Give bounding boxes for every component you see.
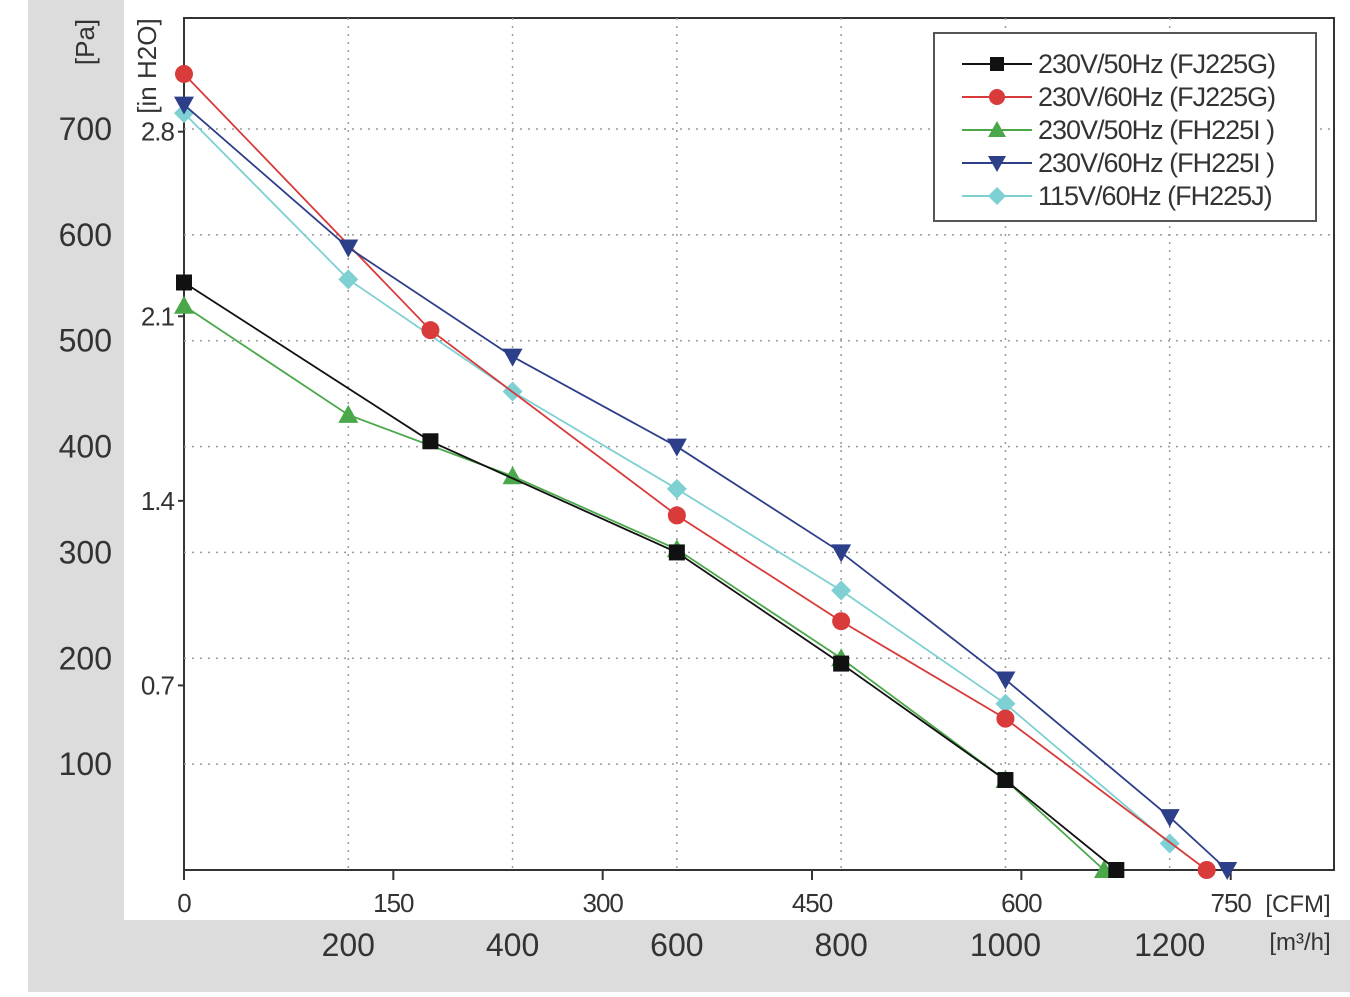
series-line [183, 103, 1228, 871]
series-point [422, 433, 439, 450]
legend-label: 230V/60Hz (FH225I ) [1038, 148, 1274, 178]
series-point [668, 544, 685, 561]
legend-marker [988, 156, 1006, 172]
legend-marker [988, 187, 1006, 205]
series-point [666, 478, 687, 499]
legend: 230V/50Hz (FJ225G)230V/60Hz (FJ225G)230V… [933, 32, 1317, 222]
y-tick-label-pa: 600 [59, 217, 112, 253]
y-axis-unit-pa: [Pa] [70, 19, 100, 65]
y-tick-label-pa: 700 [59, 111, 112, 147]
x-tick-label-cfm: 450 [792, 888, 833, 918]
legend-item: 230V/60Hz (FJ225G) [962, 82, 1276, 112]
series-2 [175, 64, 1216, 879]
y-tick-label-inh2o: 1.4 [141, 486, 175, 516]
legend-item: 115V/60Hz (FH225J) [962, 181, 1273, 211]
legend-item: 230V/50Hz (FH225I ) [962, 115, 1275, 145]
legend-label: 230V/50Hz (FJ225G) [1038, 49, 1275, 79]
series-4 [174, 96, 1238, 880]
legend-marker [988, 121, 1006, 137]
x-tick-label-m3h: 600 [650, 927, 703, 963]
x-tick-label-cfm: 150 [373, 888, 414, 918]
y-tick-label-inh2o: 2.8 [141, 117, 175, 147]
series-point [996, 709, 1015, 728]
y-tick-label-inh2o: 2.1 [141, 301, 175, 331]
series-layer [174, 64, 1238, 880]
series-point [1197, 861, 1216, 879]
y-tick-label-inh2o: 0.7 [141, 670, 175, 700]
series-point [667, 506, 686, 525]
legend-label: 115V/60Hz (FH225J) [1038, 181, 1272, 211]
x-tick-label-m3h: 400 [486, 927, 539, 963]
series-point [174, 96, 194, 115]
series-point [174, 295, 194, 314]
legend-item: 230V/50Hz (FJ225G) [962, 49, 1276, 79]
series-point [338, 269, 359, 290]
series-point [338, 404, 359, 423]
x-tick-label-m3h: 1200 [1134, 927, 1205, 963]
series-point [995, 693, 1016, 714]
series-point [421, 321, 440, 340]
series-point [502, 348, 523, 367]
series-point [1108, 862, 1125, 878]
series-point [831, 580, 852, 601]
x-tick-label-cfm: 750 [1211, 888, 1252, 918]
series-point [1159, 809, 1180, 828]
x-tick-label-cfm: 600 [1001, 888, 1042, 918]
legend-item: 230V/60Hz (FH225I ) [962, 148, 1275, 178]
y-tick-label-pa: 400 [59, 429, 112, 465]
legend-label: 230V/60Hz (FJ225G) [1038, 82, 1275, 112]
x-tick-label-m3h: 200 [322, 927, 375, 963]
series-point [176, 274, 192, 291]
legend-marker [989, 89, 1005, 105]
series-point [833, 655, 850, 672]
x-tick-label-cfm: 0 [177, 888, 191, 918]
x-tick-label-m3h: 1000 [970, 927, 1041, 963]
series-point [997, 772, 1014, 789]
series-point [831, 544, 852, 563]
x-tick-label-m3h: 800 [814, 927, 867, 963]
x-axis-unit-m3h: [m³/h] [1269, 929, 1330, 956]
y-tick-label-pa: 500 [59, 323, 112, 359]
series-1 [176, 274, 1125, 878]
series-point [832, 612, 851, 631]
series-point [175, 64, 193, 83]
y-tick-label-pa: 100 [59, 746, 112, 782]
x-axis-unit-cfm: [CFM] [1265, 891, 1330, 918]
y-tick-label-pa: 200 [59, 640, 112, 676]
y-axis-unit-inh2o: [in H2O] [132, 18, 162, 113]
series-line [183, 73, 1208, 871]
x-tick-label-cfm: 300 [582, 888, 623, 918]
series-point [995, 671, 1016, 690]
axes: 100 200 300 400 500 600 700 0.7 1.4 2.1 2.8 [Pa] [in… [59, 18, 1331, 963]
series-point [338, 239, 359, 258]
y-tick-label-pa: 300 [59, 534, 112, 570]
series-line [183, 281, 1117, 871]
series-point [666, 438, 687, 457]
legend-label: 230V/50Hz (FH225I ) [1038, 115, 1274, 145]
series-point [1217, 862, 1238, 880]
legend-marker [990, 57, 1004, 71]
